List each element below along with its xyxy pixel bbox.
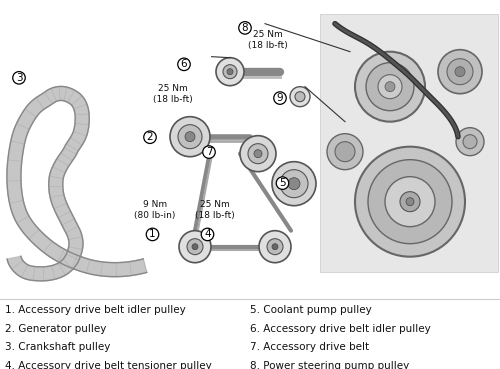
Circle shape — [185, 132, 195, 142]
Circle shape — [406, 198, 414, 206]
Text: 9 Nm
(80 lb-in): 9 Nm (80 lb-in) — [134, 200, 175, 220]
Text: 25 Nm
(18 lb-ft): 25 Nm (18 lb-ft) — [152, 84, 192, 104]
Text: 7. Accessory drive belt: 7. Accessory drive belt — [250, 342, 369, 352]
Text: 3. Crankshaft pulley: 3. Crankshaft pulley — [5, 342, 110, 352]
Text: 6: 6 — [180, 59, 188, 69]
Text: 5: 5 — [279, 178, 286, 188]
Circle shape — [385, 82, 395, 92]
Circle shape — [385, 177, 435, 227]
Circle shape — [223, 65, 237, 79]
Text: 1: 1 — [149, 230, 156, 239]
Text: 6. Accessory drive belt idler pulley: 6. Accessory drive belt idler pulley — [250, 324, 431, 334]
Circle shape — [290, 87, 310, 107]
Circle shape — [272, 244, 278, 250]
Text: 1. Accessory drive belt idler pulley: 1. Accessory drive belt idler pulley — [5, 305, 186, 315]
Circle shape — [259, 231, 291, 263]
Circle shape — [179, 231, 211, 263]
Text: 25 Nm
(18 lb-ft): 25 Nm (18 lb-ft) — [248, 30, 288, 50]
Text: 7: 7 — [206, 147, 212, 157]
Circle shape — [254, 150, 262, 158]
Circle shape — [438, 50, 482, 94]
Circle shape — [327, 134, 363, 170]
Text: 2. Generator pulley: 2. Generator pulley — [5, 324, 106, 334]
Circle shape — [192, 244, 198, 250]
Circle shape — [335, 142, 355, 162]
Circle shape — [248, 144, 268, 164]
Circle shape — [178, 125, 202, 149]
Polygon shape — [7, 86, 147, 281]
Circle shape — [272, 162, 316, 206]
Circle shape — [456, 128, 484, 156]
Circle shape — [216, 58, 244, 86]
Text: 8: 8 — [242, 23, 248, 33]
Circle shape — [400, 192, 420, 212]
Circle shape — [187, 239, 203, 255]
Text: 3: 3 — [16, 73, 22, 83]
Circle shape — [447, 59, 473, 85]
Circle shape — [280, 170, 308, 198]
Circle shape — [295, 92, 305, 102]
Circle shape — [227, 69, 233, 75]
Polygon shape — [320, 14, 498, 272]
Circle shape — [366, 63, 414, 111]
Text: 9: 9 — [276, 93, 283, 103]
Circle shape — [368, 160, 452, 244]
Text: 4. Accessory drive belt tensioner pulley: 4. Accessory drive belt tensioner pulley — [5, 361, 212, 369]
Circle shape — [288, 178, 300, 190]
Text: 4: 4 — [204, 230, 211, 239]
Text: 2: 2 — [146, 132, 154, 142]
Text: 25 Nm
(18 lb-ft): 25 Nm (18 lb-ft) — [195, 200, 235, 220]
Circle shape — [455, 67, 465, 77]
Circle shape — [240, 136, 276, 172]
Text: 8. Power steering pump pulley: 8. Power steering pump pulley — [250, 361, 409, 369]
Circle shape — [267, 239, 283, 255]
Circle shape — [463, 135, 477, 149]
Circle shape — [355, 147, 465, 257]
Circle shape — [170, 117, 210, 157]
Circle shape — [355, 52, 425, 122]
Text: 5. Coolant pump pulley: 5. Coolant pump pulley — [250, 305, 372, 315]
Circle shape — [378, 75, 402, 99]
